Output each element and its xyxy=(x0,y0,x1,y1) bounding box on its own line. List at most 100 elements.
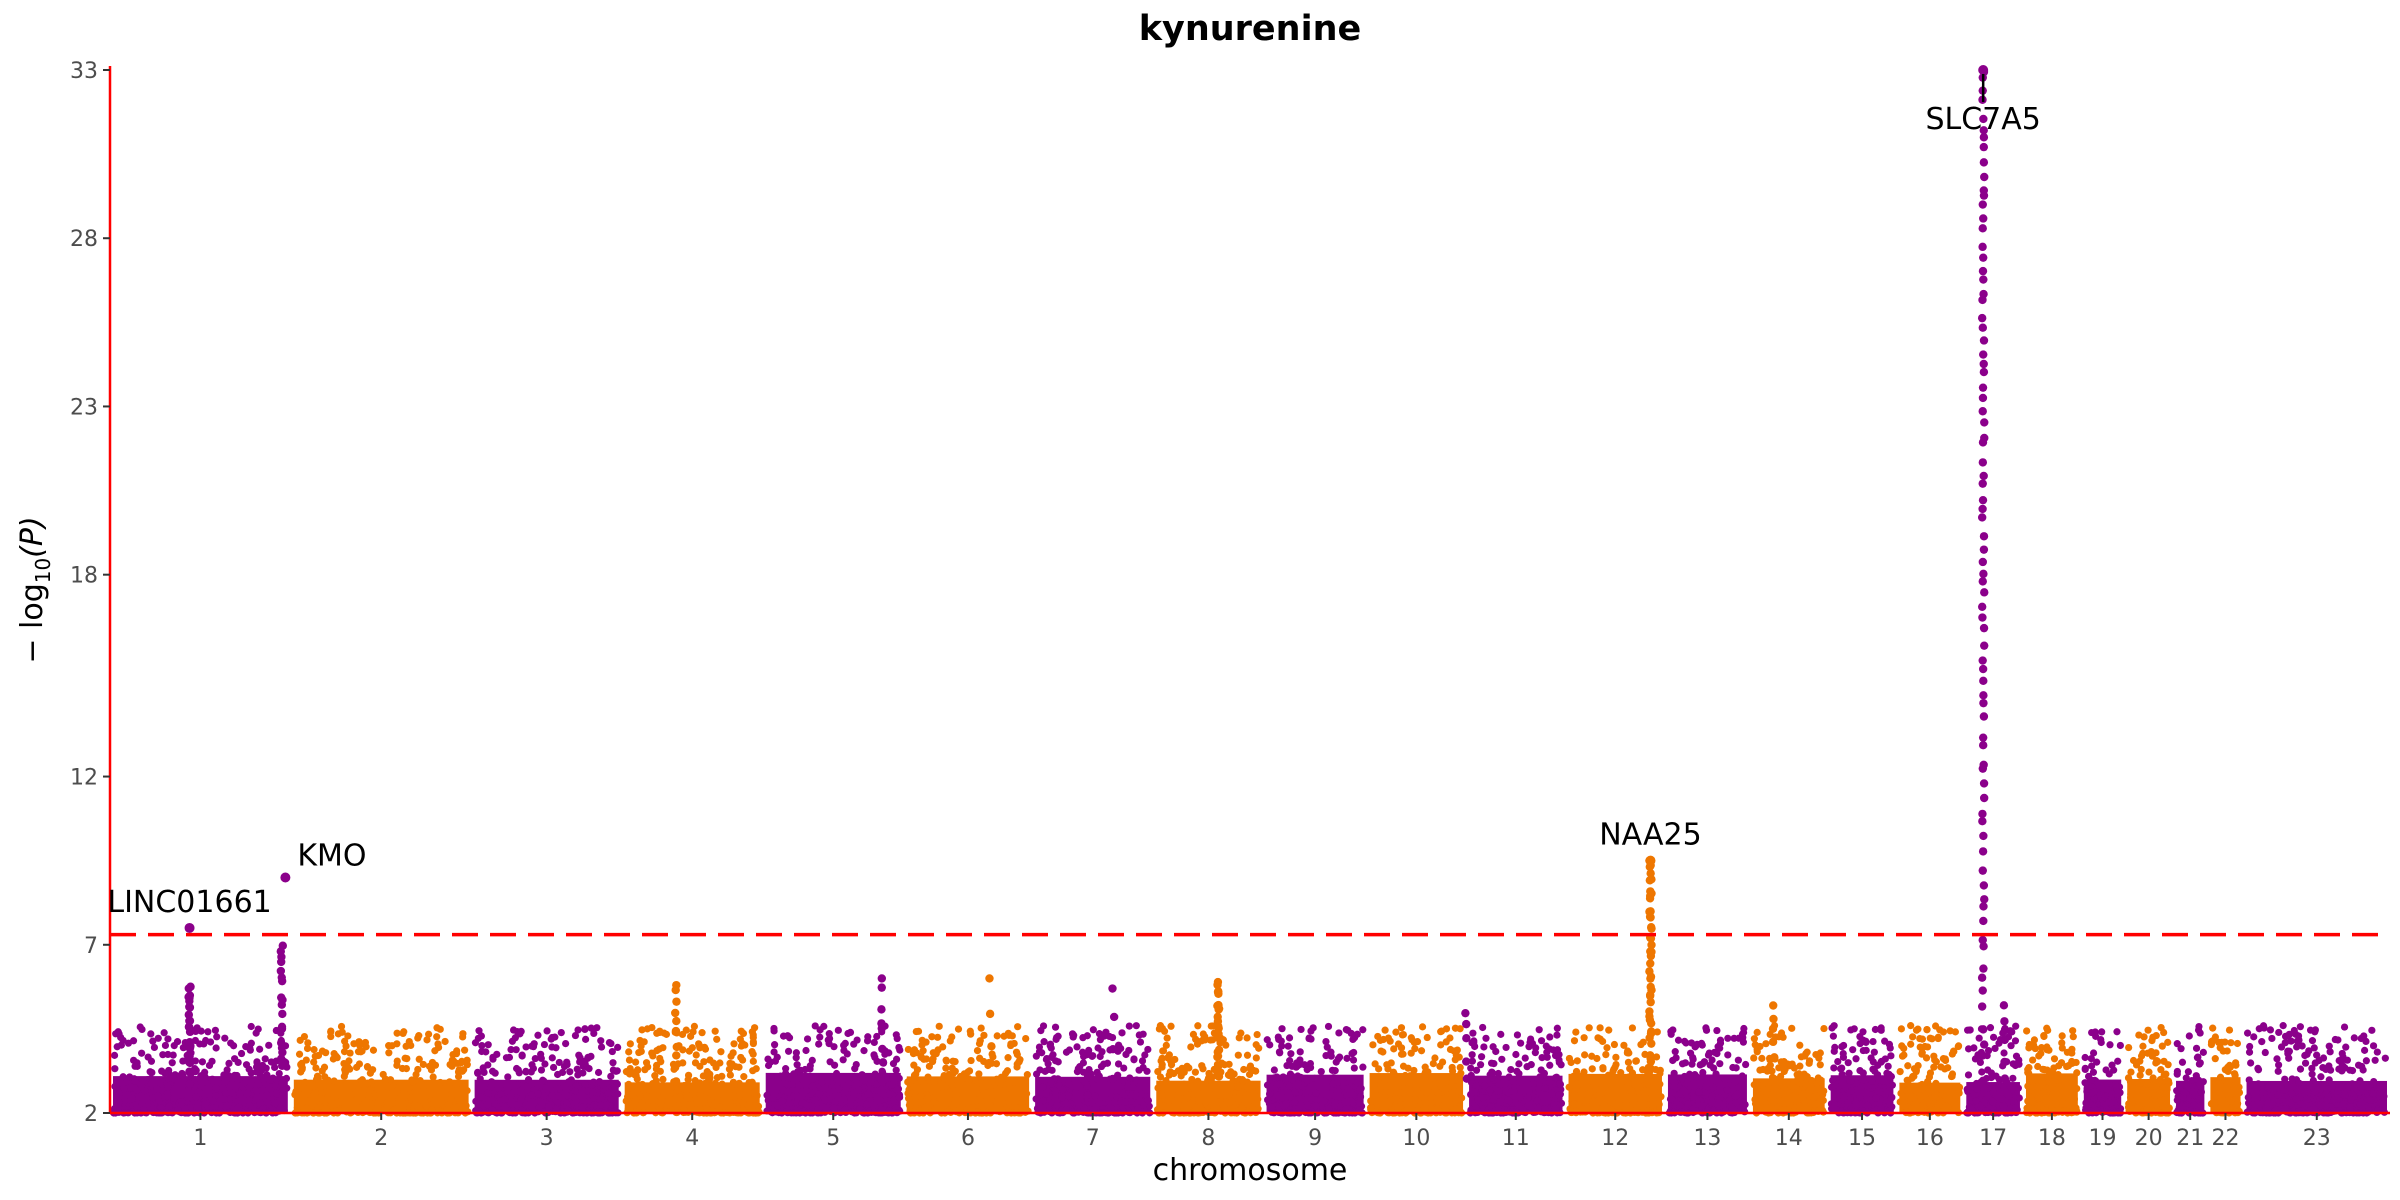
snp-point xyxy=(1827,1083,1836,1091)
snp-point xyxy=(2163,1076,2171,1085)
snp-point xyxy=(910,1046,919,1054)
snp-point xyxy=(1135,1066,1143,1074)
snp-point xyxy=(935,1083,943,1091)
chromosome-cloud-22 xyxy=(2207,1024,2244,1117)
snp-point xyxy=(211,1092,220,1100)
snp-point xyxy=(2154,1099,2162,1108)
snp-point xyxy=(597,1037,605,1045)
snp-point xyxy=(1442,1096,1450,1104)
snp-point xyxy=(1287,1050,1295,1058)
snp-point xyxy=(1412,1085,1420,1093)
chromosome-cloud-13 xyxy=(1665,1024,1750,1117)
snp-point xyxy=(2164,1038,2172,1046)
snp-point xyxy=(1868,1077,1876,1085)
snp-point xyxy=(2184,1068,2192,1076)
snp-point xyxy=(1581,1051,1589,1059)
snp-point xyxy=(2163,1083,2171,1091)
snp-point xyxy=(476,1075,484,1083)
snp-point xyxy=(952,1098,960,1107)
snp-point xyxy=(2126,1078,2135,1086)
snp-point xyxy=(447,1095,455,1103)
snp-point xyxy=(1397,1024,1406,1032)
snp-point xyxy=(264,1074,272,1082)
snp-point xyxy=(2350,1034,2358,1042)
snp-point xyxy=(1525,1087,1533,1096)
snp-point xyxy=(1191,1068,1199,1076)
snp-point xyxy=(846,1028,855,1037)
snp-point xyxy=(1355,1099,1364,1107)
snp-point xyxy=(1386,1088,1394,1096)
snp-point xyxy=(2379,1100,2387,1108)
snp-point xyxy=(330,1077,338,1085)
snp-point xyxy=(1164,1096,1172,1104)
snp-point xyxy=(2034,1062,2042,1071)
snp-point xyxy=(1631,1093,1639,1101)
snp-point xyxy=(1610,1040,1619,1049)
snp-point xyxy=(579,1069,587,1077)
snp-point xyxy=(2208,1037,2216,1046)
snp-point xyxy=(1278,1025,1286,1033)
snp-point xyxy=(1291,1098,1299,1107)
snp-point xyxy=(625,1091,634,1099)
snp-point xyxy=(1596,1095,1604,1103)
snp-point xyxy=(1435,1079,1443,1087)
snp-point xyxy=(434,1082,442,1090)
snp-point xyxy=(2350,1084,2358,1093)
snp-point xyxy=(585,1064,593,1073)
snp-point xyxy=(1083,1091,1092,1099)
snp-point xyxy=(236,1090,244,1098)
snp-point xyxy=(557,1028,565,1037)
snp-point xyxy=(614,1043,622,1052)
snp-point xyxy=(1535,1026,1543,1034)
snp-point xyxy=(1596,1035,1604,1043)
snp-point xyxy=(2037,1043,2046,1052)
snp-point xyxy=(1444,1084,1453,1092)
snp-point xyxy=(1910,1065,1919,1073)
snp-point xyxy=(548,1043,556,1051)
snp-point xyxy=(194,1103,202,1112)
snp-point xyxy=(1329,1080,1337,1088)
snp-point xyxy=(369,1046,378,1054)
snp-point xyxy=(1165,1051,1173,1059)
snp-point xyxy=(655,1045,663,1053)
snp-point xyxy=(2279,1022,2287,1030)
snp-point xyxy=(2173,1096,2181,1104)
snp-point xyxy=(297,1094,305,1102)
snp-point xyxy=(1884,1062,1892,1070)
snp-point xyxy=(939,1043,947,1051)
snp-point xyxy=(752,1100,760,1108)
snp-point xyxy=(977,1024,985,1032)
snp-point xyxy=(936,1094,944,1103)
snp-point xyxy=(302,1104,311,1112)
snp-point xyxy=(657,1098,665,1106)
snp-point xyxy=(2373,1048,2381,1056)
snp-point xyxy=(1322,1037,1330,1046)
snp-point xyxy=(1456,1063,1464,1072)
snp-point xyxy=(1678,1074,1686,1082)
snp-point xyxy=(1844,1099,1852,1107)
snp-point xyxy=(195,1088,203,1096)
snp-point xyxy=(1242,1093,1250,1101)
snp-point xyxy=(1750,1035,1758,1043)
snp-point xyxy=(2039,1079,2047,1087)
snp-point xyxy=(672,1102,680,1110)
snp-point xyxy=(1964,1087,1972,1096)
snp-point xyxy=(1216,1098,1224,1106)
snp-point xyxy=(1468,1051,1476,1059)
snp-point xyxy=(777,1072,785,1080)
snp-point xyxy=(2268,1034,2276,1043)
snp-point xyxy=(164,1083,172,1091)
snp-point xyxy=(537,1050,545,1058)
snp-point xyxy=(638,1101,647,1109)
snp-point xyxy=(272,1089,280,1097)
snp-point xyxy=(196,1040,204,1048)
snp-point xyxy=(457,1085,466,1094)
snp-point xyxy=(303,1044,312,1053)
snp-point xyxy=(531,1054,539,1063)
snp-point xyxy=(701,1079,709,1087)
snp-point xyxy=(1716,1036,1725,1044)
snp-point xyxy=(1398,1031,1407,1039)
snp-point xyxy=(1809,1093,1818,1101)
snp-point xyxy=(1348,1049,1356,1058)
snp-point xyxy=(1074,1065,1082,1073)
